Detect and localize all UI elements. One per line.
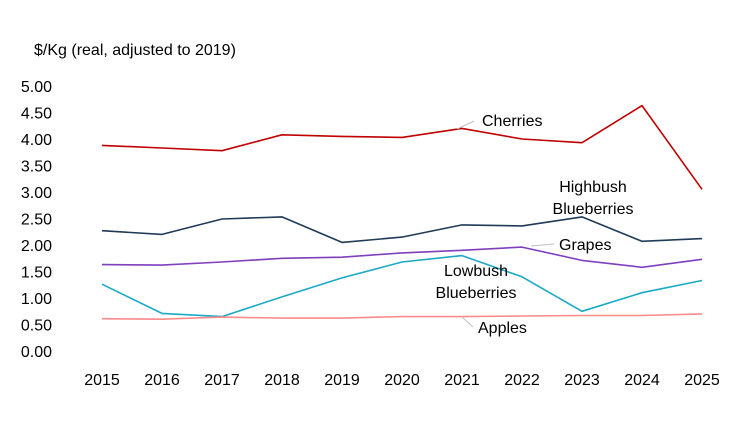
x-tick-label: 2015	[84, 372, 120, 389]
series-lines	[101, 104, 703, 321]
y-tick-label: 1.00	[21, 291, 52, 308]
x-tick-label: 2022	[504, 372, 540, 389]
series-label: Cherries	[482, 113, 542, 130]
series-label: Grapes	[559, 237, 611, 254]
label-leader-line	[530, 243, 555, 247]
y-tick-label: 0.50	[21, 318, 52, 335]
series-label: Blueberries	[553, 201, 634, 218]
series-labels: Cherries Highbush Blueberries Grapes Lowbush…	[436, 113, 634, 337]
series-label: Blueberries	[436, 285, 517, 302]
y-tick-label: 2.00	[21, 238, 52, 255]
series-line-cherries	[101, 104, 703, 190]
series-line-grapes	[101, 246, 703, 269]
x-tick-label: 2020	[384, 372, 420, 389]
y-tick-label: 2.50	[21, 212, 52, 229]
series-label: Apples	[478, 320, 527, 337]
x-tick-label: 2016	[144, 372, 180, 389]
y-tick-label: 3.50	[21, 159, 52, 176]
x-axis-ticks: 2015 2016 2017 2018 2019 2020 2021 2022 2023 2024…	[84, 372, 720, 389]
y-tick-label: 5.00	[21, 79, 52, 96]
y-tick-label: 0.00	[21, 344, 52, 361]
series-label: Highbush	[559, 179, 627, 196]
series-line-lowbush-blueberries	[101, 254, 703, 318]
x-tick-label: 2021	[444, 372, 480, 389]
series-line-highbush-blueberries	[101, 216, 703, 244]
y-tick-label: 1.50	[21, 265, 52, 282]
x-tick-label: 2019	[324, 372, 360, 389]
x-tick-label: 2025	[684, 372, 720, 389]
label-leader-line	[456, 120, 475, 130]
y-axis-title: $/Kg (real, adjusted to 2019)	[34, 42, 236, 59]
x-tick-label: 2023	[564, 372, 600, 389]
y-tick-label: 3.00	[21, 185, 52, 202]
y-axis-ticks: 0.00 0.50 1.00 1.50 2.00 2.50 3.00 3.50 4.00 4.50…	[21, 79, 52, 361]
label-leader-line	[461, 316, 474, 328]
series-label: Lowbush	[444, 263, 508, 280]
x-tick-label: 2017	[204, 372, 240, 389]
y-tick-label: 4.50	[21, 106, 52, 123]
x-tick-label: 2018	[264, 372, 300, 389]
x-tick-label: 2024	[624, 372, 660, 389]
y-tick-label: 4.00	[21, 132, 52, 149]
series-line-apples	[101, 313, 703, 321]
